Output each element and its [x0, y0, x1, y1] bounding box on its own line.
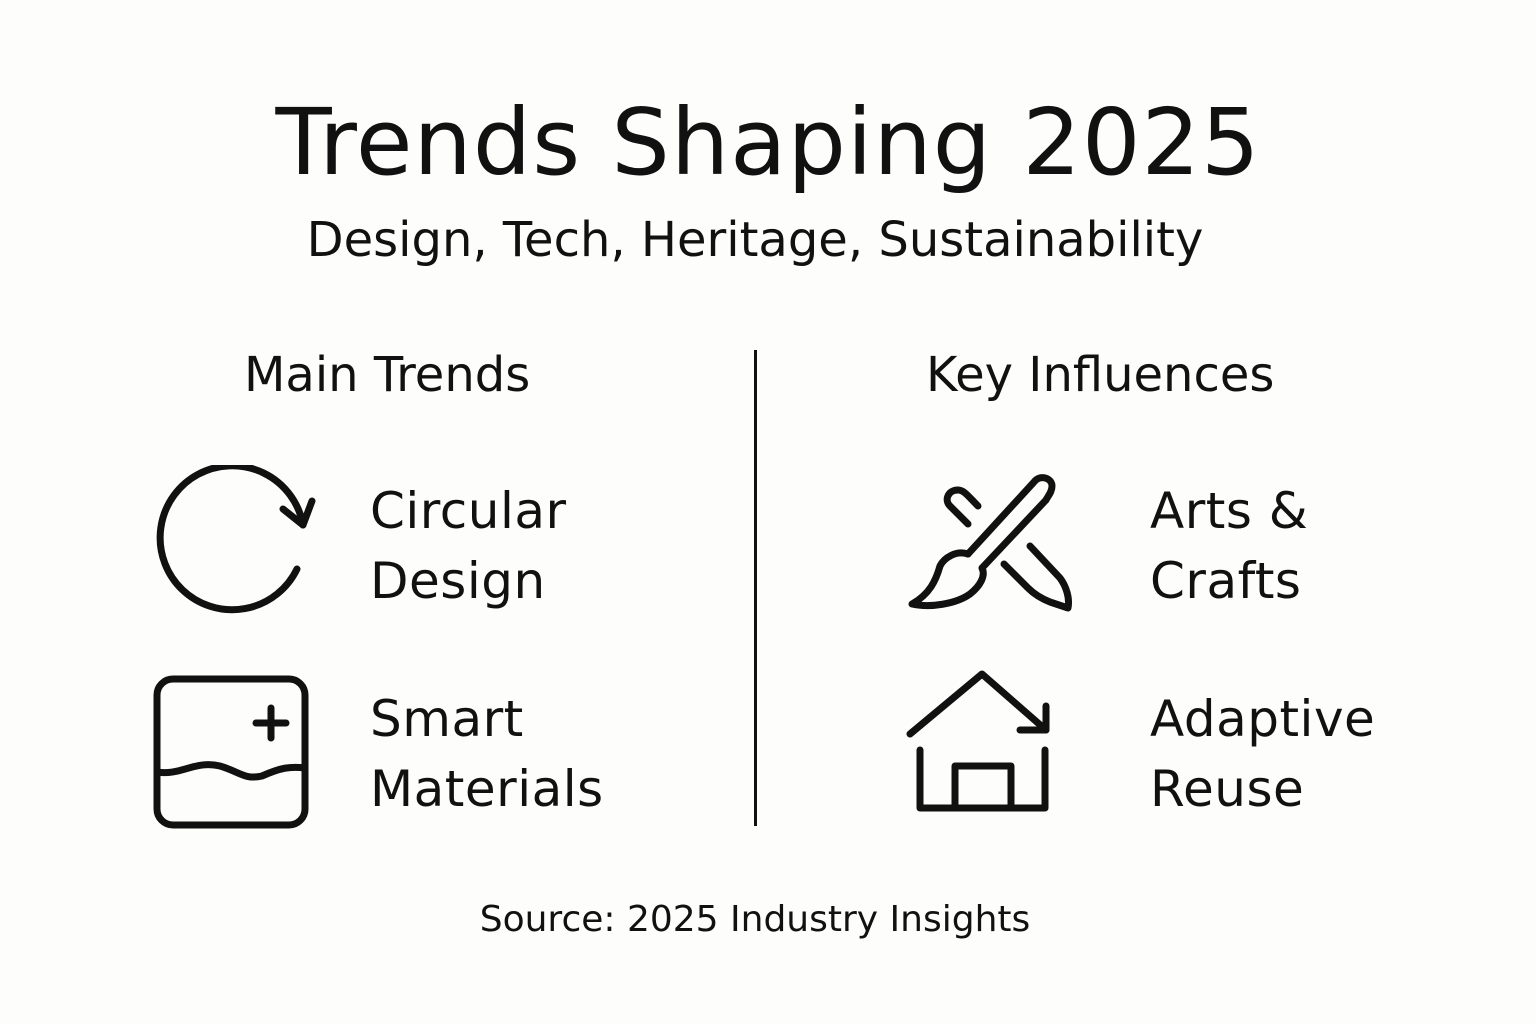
label-line: Circular — [370, 482, 567, 540]
label-line: Design — [370, 552, 546, 610]
label-line: Reuse — [1150, 760, 1305, 818]
page-subtitle: Design, Tech, Heritage, Sustainability — [306, 212, 1204, 268]
trend-label-circular-design: Circular Design — [370, 476, 567, 616]
label-line: Crafts — [1150, 552, 1302, 610]
circular-arrow-icon — [150, 462, 320, 629]
label-line: Smart — [370, 690, 524, 748]
influence-label-adaptive-reuse: Adaptive Reuse — [1150, 684, 1375, 824]
smart-material-icon — [150, 672, 315, 838]
brush-pencil-icon — [900, 462, 1080, 626]
heading-key-influences: Key Influences — [926, 347, 1275, 403]
house-arrow-icon — [900, 666, 1060, 826]
label-line: Materials — [370, 760, 604, 818]
influence-label-arts-crafts: Arts & Crafts — [1150, 476, 1308, 616]
trend-label-smart-materials: Smart Materials — [370, 684, 604, 824]
page-title: Trends Shaping 2025 — [275, 89, 1261, 196]
heading-main-trends: Main Trends — [244, 347, 531, 403]
column-divider — [754, 350, 757, 826]
label-line: Arts & — [1150, 482, 1309, 540]
source-note: Source: 2025 Industry Insights — [479, 899, 1031, 940]
label-line: Adaptive — [1150, 690, 1376, 748]
